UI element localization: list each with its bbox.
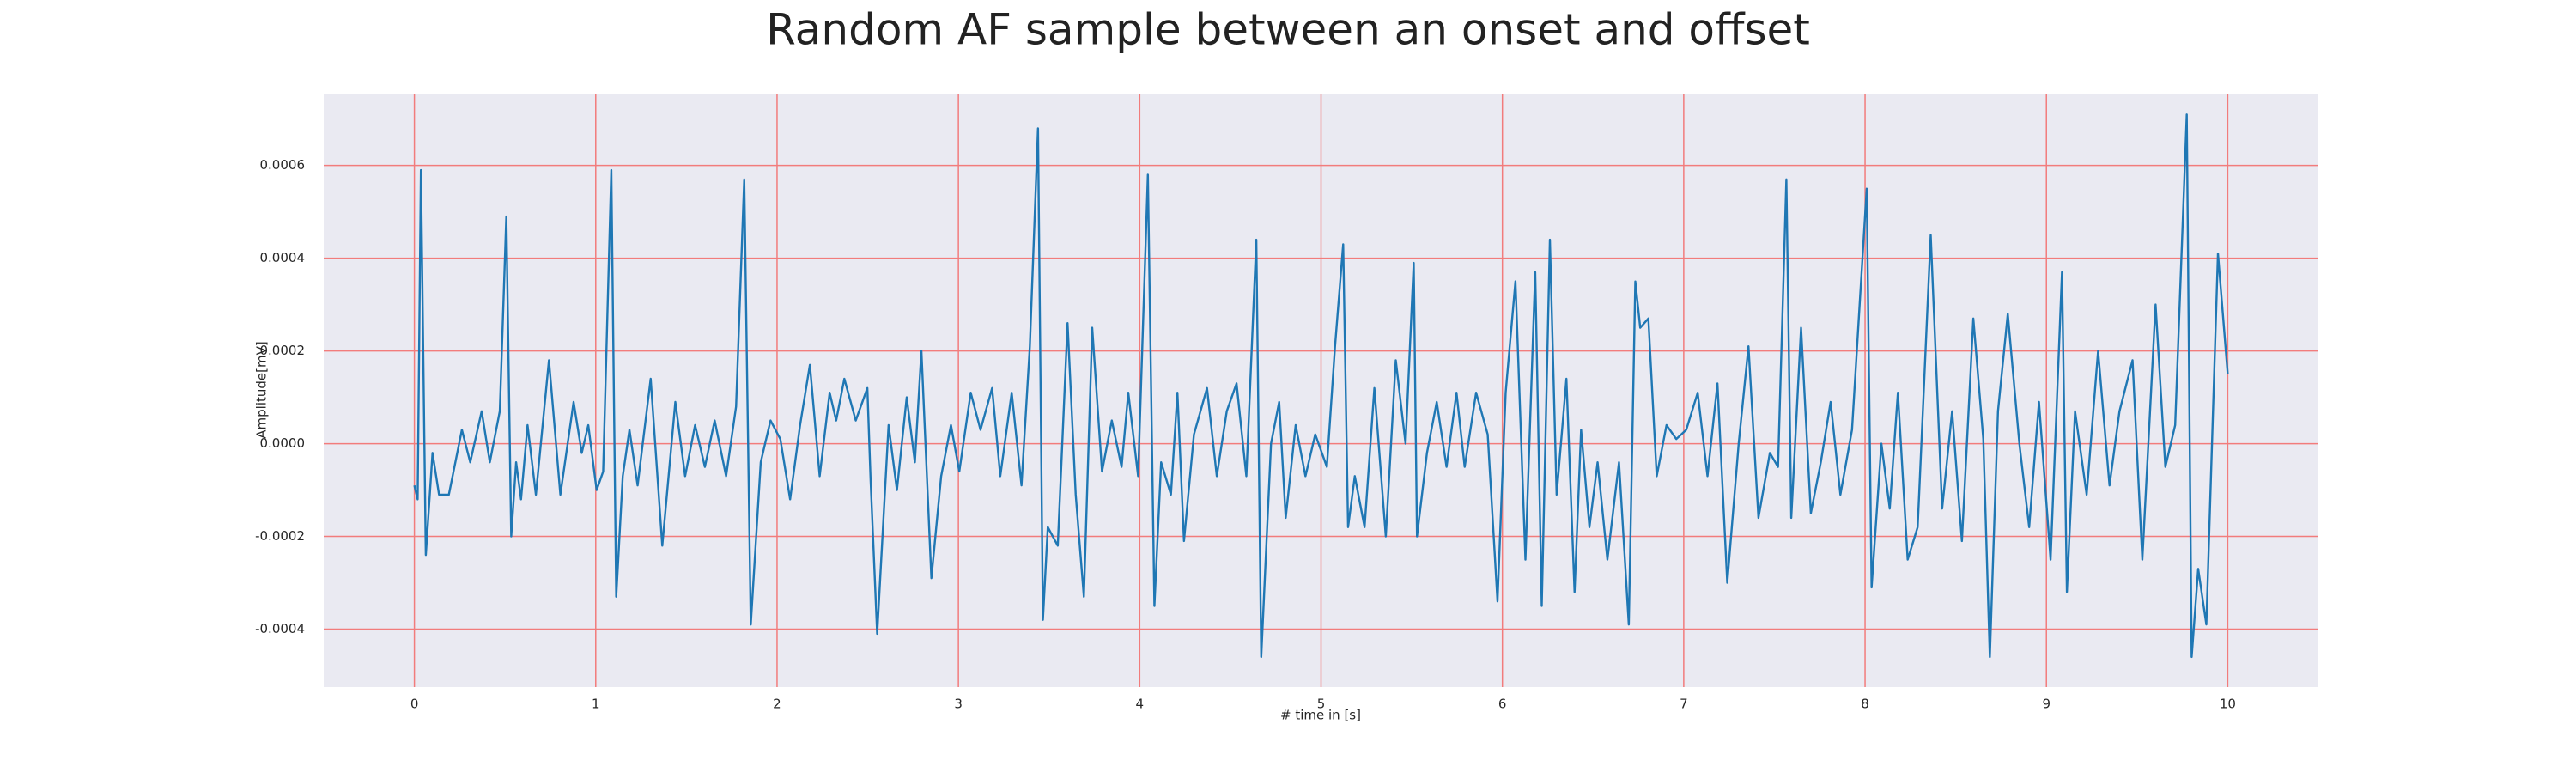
x-tick-label: 2 [773,697,781,712]
x-axis-label: # time in [s] [1280,708,1361,723]
x-tick-label: 7 [1680,697,1688,712]
y-tick-label: 0.0006 [260,157,306,173]
marks [413,113,2229,659]
x-tick-label: 3 [954,697,963,712]
y-tick-label: 0.0004 [260,250,306,265]
x-tick-label: 6 [1498,697,1507,712]
y-axis-label: Amplitude[mV] [254,341,270,438]
y-tick-label: 0.0002 [260,343,306,358]
y-tick-label: -0.0002 [255,528,305,544]
signal-line [413,113,2229,659]
y-tick-label: 0.0000 [260,435,306,451]
x-tick-label: 9 [2042,697,2050,712]
y-tick-label: -0.0004 [255,621,305,636]
x-tick-label: 0 [410,697,419,712]
grid [324,94,2318,687]
x-tick-label: 8 [1861,697,1869,712]
x-tick-label: 5 [1317,697,1326,712]
chart-title: Random AF sample between an onset and of… [766,5,1810,55]
x-tick-label: 1 [592,697,600,712]
x-tick-label: 4 [1136,697,1145,712]
x-tick-label: 10 [2220,697,2236,712]
